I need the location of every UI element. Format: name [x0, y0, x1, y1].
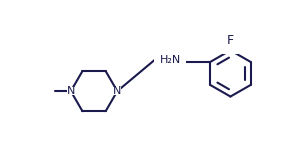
Bar: [114, 87, 121, 95]
Text: N: N: [67, 86, 75, 96]
Text: N: N: [113, 86, 121, 96]
Bar: [67, 87, 75, 95]
Text: H₂N: H₂N: [160, 55, 181, 65]
Text: F: F: [227, 34, 234, 47]
